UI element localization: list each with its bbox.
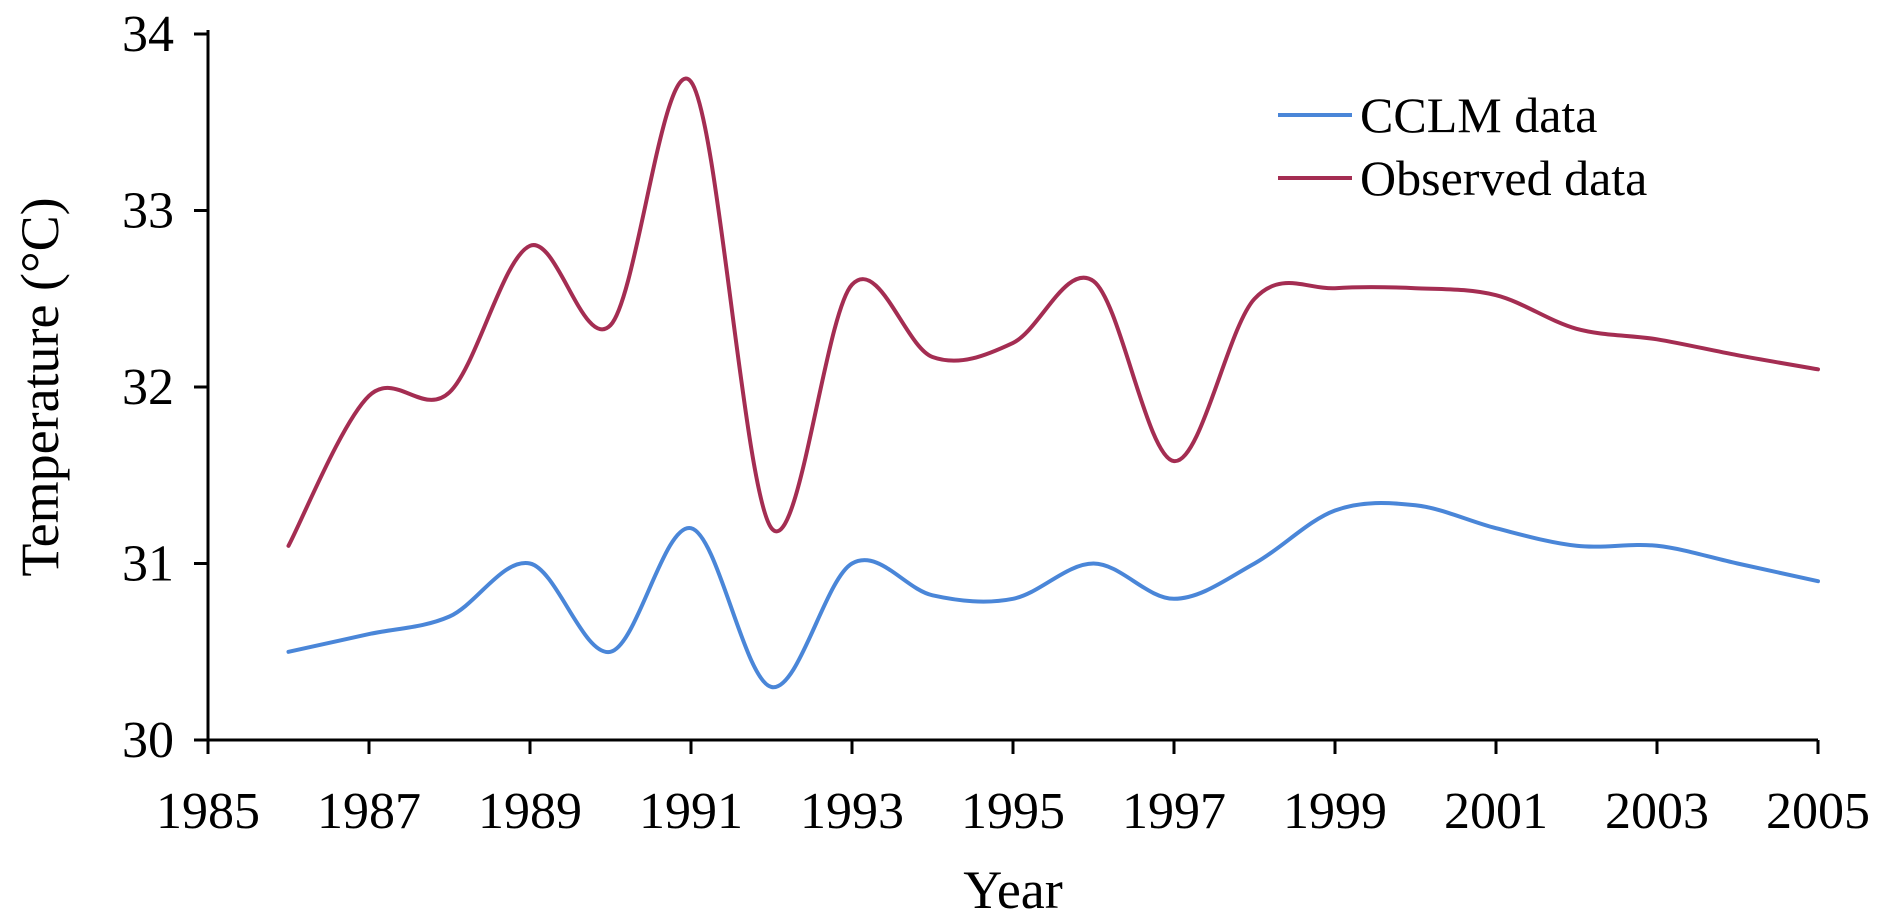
- y-tick-label-34: 34: [122, 6, 174, 63]
- y-ticks: 30 31 32 33 34: [122, 6, 208, 769]
- y-tick-label-32: 32: [122, 359, 174, 416]
- x-tick-label-1989: 1989: [478, 783, 582, 840]
- x-axis-title: Year: [963, 860, 1063, 919]
- series-group: [286, 76, 1820, 690]
- y-tick-label-30: 30: [122, 712, 174, 769]
- x-tick-label-1993: 1993: [800, 783, 904, 840]
- legend-label-observed: Observed data: [1360, 150, 1647, 206]
- y-axis-title: Temperature (°C): [10, 197, 70, 576]
- x-tick-label-2001: 2001: [1444, 783, 1548, 840]
- x-tick-label-1999: 1999: [1283, 783, 1387, 840]
- legend-label-cclm: CCLM data: [1360, 87, 1597, 143]
- x-tick-label-1997: 1997: [1122, 783, 1226, 840]
- x-tick-label-2005: 2005: [1766, 783, 1870, 840]
- series-line-cclm-data: [286, 501, 1820, 690]
- legend: CCLM data Observed data: [1278, 87, 1647, 206]
- series-line-observed-data: [286, 76, 1820, 548]
- x-tick-label-1995: 1995: [961, 783, 1065, 840]
- x-tick-label-2003: 2003: [1605, 783, 1709, 840]
- x-tick-label-1987: 1987: [317, 783, 421, 840]
- y-tick-label-33: 33: [122, 183, 174, 240]
- x-tick-label-1991: 1991: [639, 783, 743, 840]
- x-tick-label-1985: 1985: [156, 783, 260, 840]
- y-tick-label-31: 31: [122, 536, 174, 593]
- x-ticks: 1985 1987 1989 1991 1993 1995 1997 1999 2001 2003…: [156, 740, 1870, 840]
